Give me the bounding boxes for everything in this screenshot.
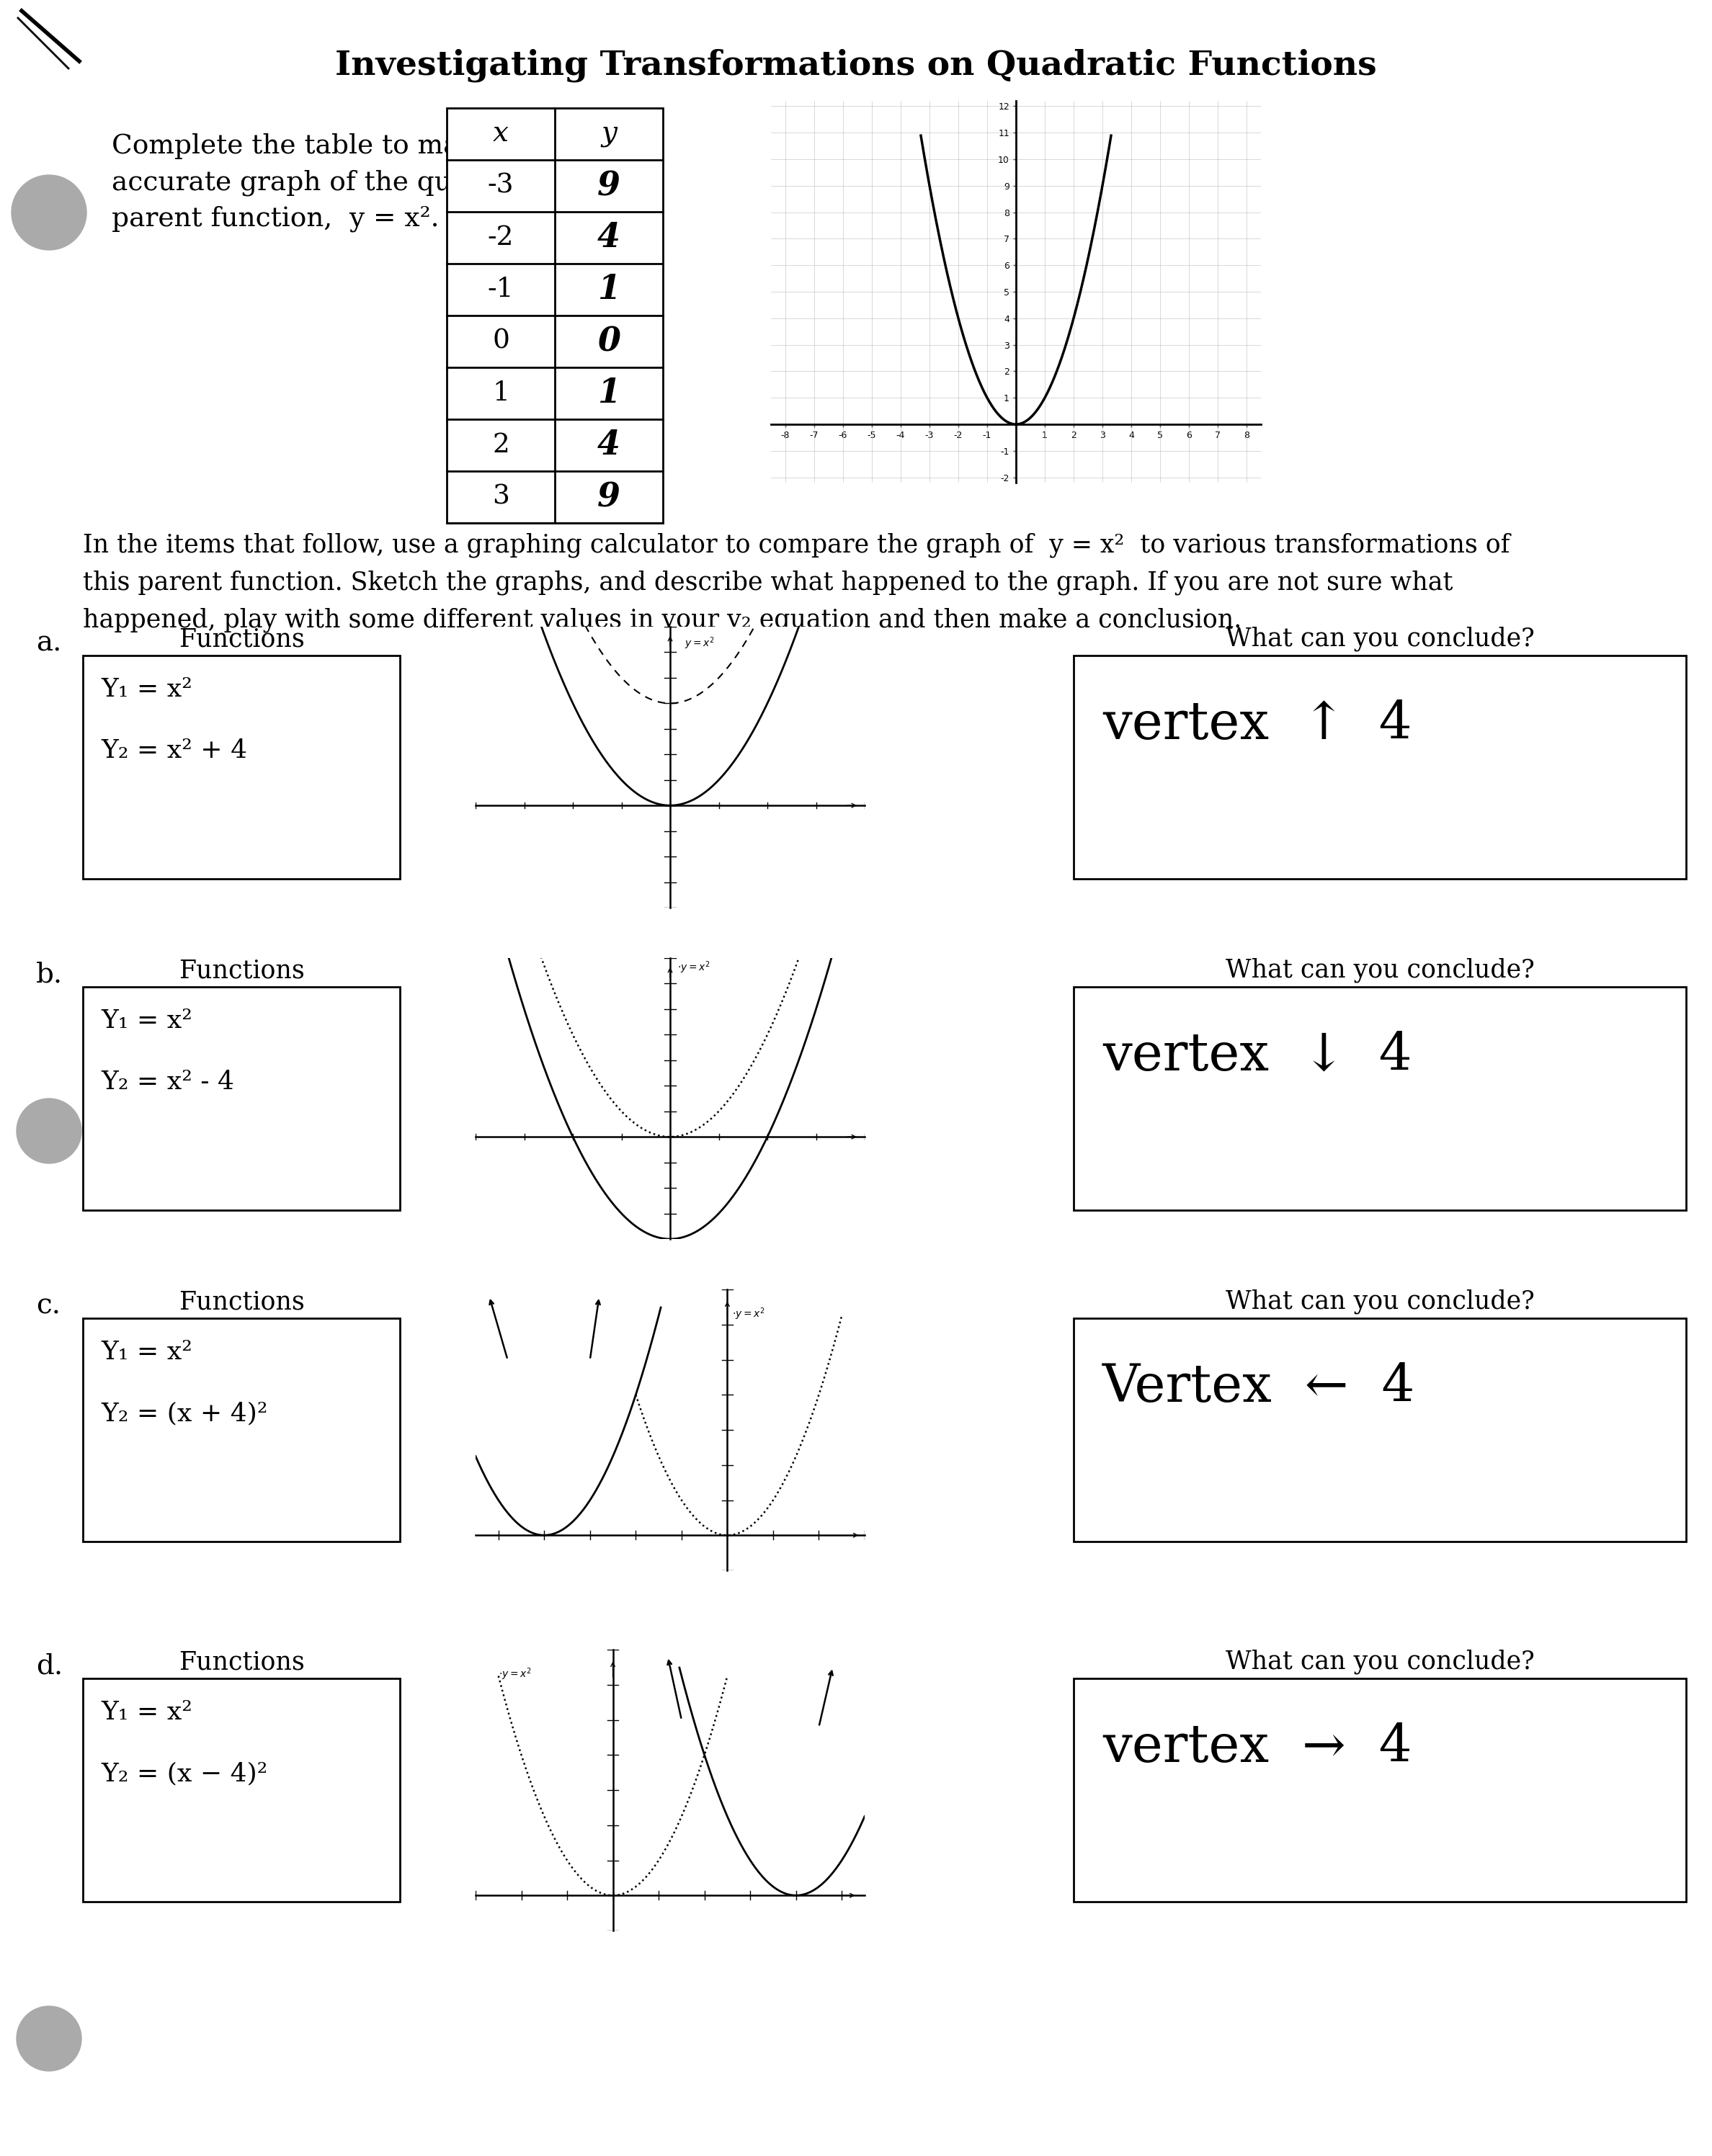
Text: Graph (Sketch): Graph (Sketch) bbox=[574, 957, 767, 983]
Text: What can you conclude?: What can you conclude? bbox=[1226, 957, 1534, 983]
Text: x: x bbox=[493, 121, 508, 147]
Text: Functions: Functions bbox=[178, 1649, 305, 1673]
Text: 1: 1 bbox=[597, 274, 620, 306]
Text: Y₂ = (x − 4)²: Y₂ = (x − 4)² bbox=[101, 1761, 267, 1785]
Text: $\cdot y = x^2$: $\cdot y = x^2$ bbox=[733, 1307, 765, 1322]
Text: Y₁ = x²: Y₁ = x² bbox=[101, 677, 192, 701]
Text: Complete the table to make an: Complete the table to make an bbox=[111, 134, 534, 160]
Bar bbox=[1073, 1317, 1686, 1542]
Text: $y = x^2$: $y = x^2$ bbox=[685, 636, 714, 651]
Text: vertex  ↓  4: vertex ↓ 4 bbox=[1103, 1031, 1412, 1080]
Text: d.: d. bbox=[36, 1654, 63, 1680]
Text: 1: 1 bbox=[491, 379, 510, 405]
Circle shape bbox=[17, 2007, 82, 2072]
Text: Y₂ = x² + 4: Y₂ = x² + 4 bbox=[101, 737, 247, 763]
Text: 9: 9 bbox=[597, 170, 620, 203]
Text: -1: -1 bbox=[488, 276, 514, 302]
Bar bbox=[82, 987, 401, 1210]
Text: Graph (Sketch): Graph (Sketch) bbox=[574, 627, 767, 651]
Text: 4: 4 bbox=[597, 429, 620, 461]
Bar bbox=[447, 108, 663, 524]
Text: Y₁ = x²: Y₁ = x² bbox=[101, 1009, 192, 1033]
Text: Y₁ = x²: Y₁ = x² bbox=[101, 1339, 192, 1365]
Text: Functions: Functions bbox=[178, 1289, 305, 1313]
Text: b.: b. bbox=[36, 962, 63, 987]
Text: -2: -2 bbox=[488, 224, 514, 250]
Bar bbox=[82, 1677, 401, 1902]
Text: 3: 3 bbox=[491, 485, 510, 511]
Text: y: y bbox=[601, 121, 616, 147]
Text: 9: 9 bbox=[597, 481, 620, 513]
Text: accurate graph of the quadratic: accurate graph of the quadratic bbox=[111, 170, 550, 196]
Text: $\cdot y = x^2$: $\cdot y = x^2$ bbox=[498, 1667, 531, 1682]
Text: -3: -3 bbox=[488, 172, 514, 198]
Bar bbox=[82, 1317, 401, 1542]
Text: vertex  →  4: vertex → 4 bbox=[1103, 1723, 1412, 1772]
Text: 0: 0 bbox=[597, 326, 620, 358]
Bar bbox=[82, 655, 401, 880]
Bar bbox=[1073, 987, 1686, 1210]
Text: Investigating Transformations on Quadratic Functions: Investigating Transformations on Quadrat… bbox=[336, 50, 1376, 82]
Text: this parent function. Sketch the graphs, and describe what happened to the graph: this parent function. Sketch the graphs,… bbox=[82, 571, 1453, 595]
Text: 1: 1 bbox=[597, 377, 620, 410]
Text: parent function,  y = x².: parent function, y = x². bbox=[111, 205, 440, 231]
Text: happened, play with some different values in your y₂ equation and then make a co: happened, play with some different value… bbox=[82, 608, 1241, 634]
Text: Y₂ = x² - 4: Y₂ = x² - 4 bbox=[101, 1069, 235, 1095]
Bar bbox=[1073, 655, 1686, 880]
Text: Graph (Sketch): Graph (Sketch) bbox=[574, 1649, 767, 1675]
Text: 0: 0 bbox=[491, 328, 510, 354]
Text: What can you conclude?: What can you conclude? bbox=[1226, 1649, 1534, 1675]
Text: vertex  ↑  4: vertex ↑ 4 bbox=[1103, 699, 1412, 750]
Text: What can you conclude?: What can you conclude? bbox=[1226, 627, 1534, 651]
Text: 4: 4 bbox=[597, 222, 620, 254]
Text: In the items that follow, use a graphing calculator to compare the graph of  y =: In the items that follow, use a graphing… bbox=[82, 533, 1510, 558]
Circle shape bbox=[12, 175, 87, 250]
Text: Vertex  ←  4: Vertex ← 4 bbox=[1103, 1360, 1416, 1412]
Circle shape bbox=[17, 1100, 82, 1164]
Text: a.: a. bbox=[36, 630, 62, 658]
Text: Functions: Functions bbox=[178, 627, 305, 651]
Text: 2: 2 bbox=[493, 431, 510, 457]
Text: Y₁ = x²: Y₁ = x² bbox=[101, 1701, 192, 1725]
Bar bbox=[1073, 1677, 1686, 1902]
Text: Y₂ = (x + 4)²: Y₂ = (x + 4)² bbox=[101, 1401, 267, 1425]
Text: Graph (Sketch): Graph (Sketch) bbox=[574, 1289, 767, 1313]
Text: Functions: Functions bbox=[178, 957, 305, 983]
Text: $\cdot y = x^2$: $\cdot y = x^2$ bbox=[678, 959, 710, 975]
Text: c.: c. bbox=[36, 1294, 60, 1319]
Text: What can you conclude?: What can you conclude? bbox=[1226, 1289, 1534, 1315]
